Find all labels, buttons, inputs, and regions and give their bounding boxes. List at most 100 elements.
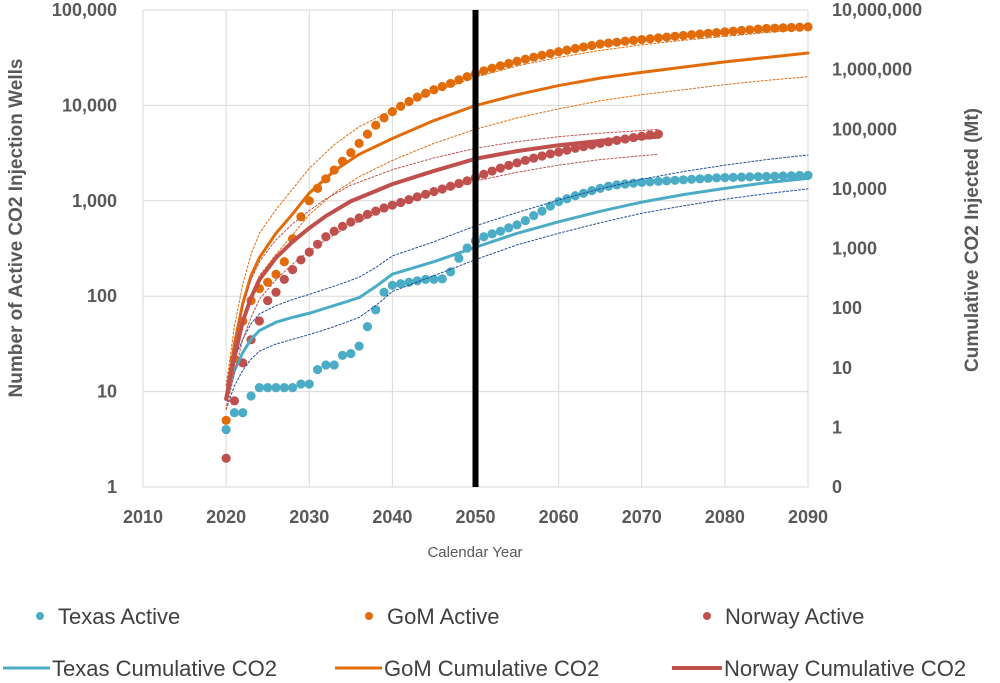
data-point-texas-active — [495, 226, 506, 236]
data-point-gom-active — [362, 129, 373, 139]
data-point-gom-active — [354, 138, 364, 148]
series-line-texas-cumulative-co2-upper — [225, 154, 809, 392]
data-point-texas-active — [620, 179, 630, 189]
y-right-tick-label: 10,000,000 — [832, 0, 922, 20]
data-point-norway-active — [529, 153, 539, 163]
data-point-texas-active — [346, 349, 356, 359]
data-point-texas-active — [479, 232, 489, 242]
data-point-texas-active — [504, 223, 514, 233]
y-right-tick-label: 1 — [832, 417, 842, 437]
y-left-tick-label: 100 — [87, 286, 117, 306]
series-line-norway-cumulative-co2 — [224, 134, 661, 401]
data-point-gom-active — [529, 52, 539, 62]
data-point-texas-active — [279, 383, 289, 393]
legend-marker-norway-active — [703, 612, 711, 620]
data-point-texas-active — [745, 172, 755, 182]
x-tick-label: 2080 — [705, 507, 745, 527]
data-point-gom-active — [628, 35, 639, 46]
data-point-texas-active — [312, 365, 323, 375]
data-point-norway-active — [221, 453, 231, 463]
data-point-gom-active — [379, 113, 389, 123]
data-point-texas-active — [778, 171, 788, 181]
data-point-gom-active — [279, 257, 289, 267]
data-point-gom-active — [421, 88, 431, 98]
data-point-gom-active — [770, 23, 780, 33]
data-point-texas-active — [429, 274, 439, 285]
y-right-tick-label: 0 — [832, 477, 842, 497]
legend-label-norway-cumulative: Norway Cumulative CO2 — [724, 656, 966, 681]
data-point-gom-active — [495, 61, 506, 71]
data-point-norway-active — [462, 176, 472, 186]
legend-label-norway-active: Norway Active — [725, 604, 864, 629]
y-left-tick-label: 1,000 — [72, 191, 117, 211]
data-point-texas-active — [396, 279, 406, 289]
data-point-texas-active — [387, 280, 397, 290]
data-point-gom-active — [795, 22, 805, 32]
legend-label-texas-cumulative: Texas Cumulative CO2 — [52, 656, 277, 681]
data-point-texas-active — [246, 391, 256, 401]
data-point-norway-active — [396, 197, 406, 208]
data-point-norway-active — [562, 145, 572, 155]
y-left-tick-label: 1 — [107, 477, 117, 497]
data-point-texas-active — [562, 194, 572, 204]
data-point-norway-active — [404, 194, 414, 205]
data-point-gom-active — [728, 26, 738, 36]
x-tick-label: 2060 — [539, 507, 579, 527]
data-point-texas-active — [229, 408, 240, 418]
data-point-texas-active — [296, 379, 306, 389]
legend-marker-gom-active — [365, 612, 373, 620]
data-point-texas-active — [703, 173, 713, 183]
series-line-norway-cumulative-co2-upper — [225, 128, 659, 387]
data-point-gom-active — [736, 25, 747, 36]
data-point-texas-active — [670, 175, 680, 185]
data-point-texas-active — [728, 172, 738, 182]
data-point-gom-active — [578, 42, 589, 52]
y-right-tick-label: 1,000 — [832, 239, 877, 259]
data-point-texas-active — [645, 177, 655, 187]
x-tick-label: 2030 — [289, 507, 329, 527]
data-point-texas-active — [628, 178, 639, 188]
data-point-norway-active — [296, 255, 306, 265]
data-point-texas-active — [421, 274, 431, 285]
legend-marker-texas-active — [36, 612, 44, 620]
data-point-gom-active — [429, 85, 439, 95]
data-point-texas-active — [720, 173, 730, 183]
data-point-norway-active — [362, 209, 373, 220]
data-point-texas-active — [770, 171, 780, 181]
data-point-texas-active — [362, 322, 373, 332]
data-point-norway-active — [229, 396, 240, 406]
data-point-gom-active — [570, 43, 580, 54]
data-point-gom-active — [512, 56, 522, 66]
data-point-norway-active — [412, 192, 422, 202]
data-point-texas-active — [321, 360, 331, 370]
legend-label-gom-cumulative: GoM Cumulative CO2 — [384, 656, 599, 681]
data-point-gom-active — [645, 34, 655, 44]
data-point-norway-active — [254, 316, 264, 326]
data-point-gom-active — [562, 45, 572, 55]
x-axis-title: Calendar Year — [427, 544, 522, 561]
data-point-gom-active — [803, 22, 813, 32]
data-point-norway-active — [479, 169, 489, 179]
y-axis-right-title: Cumulative CO2 Injected (Mt) — [962, 108, 983, 372]
data-point-norway-active — [288, 265, 298, 275]
data-point-gom-active — [371, 120, 381, 130]
data-point-texas-active — [662, 176, 672, 186]
data-point-texas-active — [786, 171, 796, 181]
data-point-gom-active — [545, 48, 555, 59]
data-point-gom-active — [221, 415, 231, 425]
data-point-gom-active — [346, 148, 356, 158]
axes: 2010 2020 2030 2040 2050 2060 2070 2080 20901101… — [52, 0, 922, 527]
y-right-tick-label: 100 — [832, 298, 862, 318]
series-line-texas-cumulative-co2 — [224, 176, 810, 401]
data-point-texas-active — [379, 287, 389, 297]
data-point-gom-active — [620, 36, 630, 46]
data-point-gom-active — [603, 38, 614, 48]
legend: Texas Active GoM Active Norway Active Te… — [3, 604, 966, 681]
y-right-tick-label: 100,000 — [832, 119, 897, 139]
data-point-texas-active — [603, 181, 614, 191]
data-point-gom-active — [670, 31, 680, 41]
data-point-texas-active — [263, 383, 273, 393]
y-left-tick-label: 10 — [97, 382, 117, 402]
data-point-gom-active — [537, 50, 547, 60]
